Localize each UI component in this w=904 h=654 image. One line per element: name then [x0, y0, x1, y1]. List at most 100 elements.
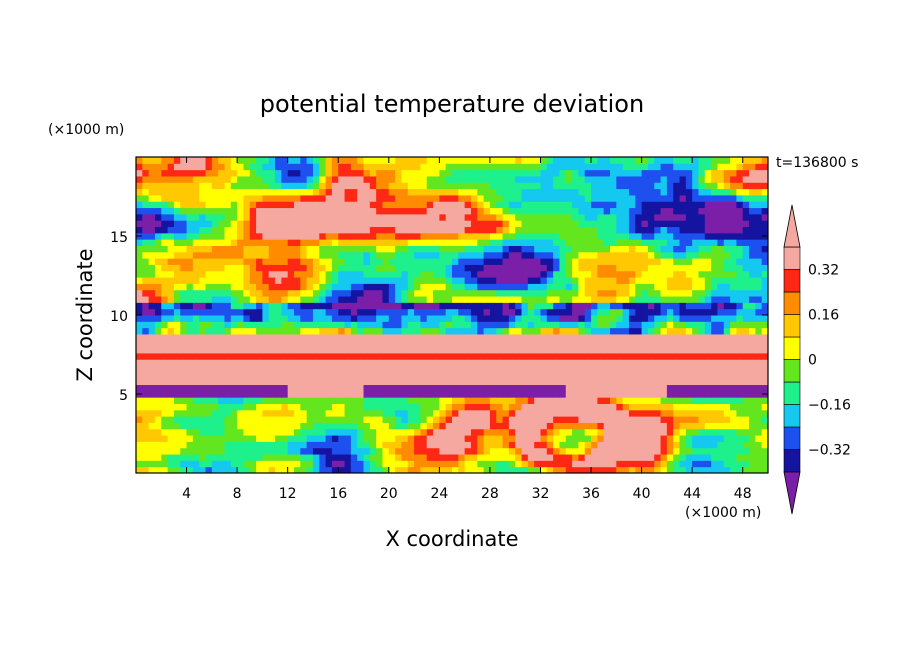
heatmap-cell	[502, 194, 510, 202]
heatmap-cell	[180, 390, 188, 398]
heatmap-cell	[622, 333, 630, 341]
heatmap-cell	[679, 239, 687, 246]
heatmap-cell	[502, 226, 510, 234]
heatmap-cell	[230, 409, 238, 417]
heatmap-cell	[553, 315, 560, 322]
heatmap-cell	[464, 441, 472, 449]
heatmap-cell	[692, 346, 699, 354]
heatmap-cell	[458, 454, 466, 461]
heatmap-cell	[597, 321, 605, 329]
heatmap-cell	[439, 352, 447, 360]
heatmap-cell	[142, 169, 150, 177]
heatmap-cell	[218, 397, 225, 404]
heatmap-cell	[300, 302, 308, 310]
heatmap-cell	[414, 264, 421, 272]
heatmap-cell	[369, 403, 377, 411]
heatmap-cell	[666, 315, 674, 322]
heatmap-cell	[275, 302, 282, 310]
heatmap-cell	[464, 333, 472, 341]
heatmap-cell	[452, 346, 459, 354]
heatmap-cell	[350, 416, 358, 423]
heatmap-cell	[363, 296, 371, 303]
heatmap-cell	[294, 239, 301, 246]
heatmap-cell	[294, 378, 301, 386]
heatmap-cell	[433, 378, 440, 386]
heatmap-cell	[230, 397, 238, 404]
heatmap-cell	[711, 232, 718, 240]
heatmap-cell	[300, 213, 308, 221]
heatmap-cell	[275, 283, 282, 291]
heatmap-cell	[445, 163, 453, 171]
heatmap-cell	[635, 251, 643, 259]
heatmap-cell	[749, 169, 756, 177]
heatmap-cell	[534, 397, 541, 404]
heatmap-cell	[704, 315, 712, 322]
heatmap-cell	[376, 422, 383, 430]
heatmap-cell	[154, 201, 162, 209]
heatmap-cell	[723, 188, 731, 196]
heatmap-cell	[527, 315, 535, 322]
heatmap-cell	[679, 315, 687, 322]
heatmap-cell	[344, 384, 352, 392]
heatmap-cell	[628, 352, 636, 360]
heatmap-cell	[628, 466, 636, 473]
heatmap-cell	[692, 232, 699, 240]
heatmap-cell	[414, 441, 421, 449]
heatmap-cell	[723, 277, 731, 284]
heatmap-cell	[610, 245, 617, 253]
heatmap-cell	[742, 188, 750, 196]
heatmap-cell	[407, 315, 415, 322]
heatmap-cell	[508, 409, 516, 417]
heatmap-cell	[584, 213, 592, 221]
heatmap-cell	[180, 157, 188, 164]
heatmap-cell	[723, 157, 731, 164]
heatmap-cell	[749, 283, 756, 291]
heatmap-cell	[616, 245, 624, 253]
heatmap-cell	[136, 315, 143, 322]
heatmap-cell	[192, 333, 200, 341]
heatmap-cell	[300, 384, 308, 392]
heatmap-cell	[148, 346, 156, 354]
heatmap-cell	[376, 157, 383, 164]
heatmap-cell	[382, 378, 390, 386]
heatmap-cell	[641, 441, 649, 449]
heatmap-cell	[584, 321, 592, 329]
heatmap-cell	[685, 157, 693, 164]
heatmap-cell	[502, 416, 510, 423]
heatmap-cell	[452, 283, 459, 291]
heatmap-cell	[591, 201, 598, 209]
heatmap-cell	[496, 447, 504, 455]
heatmap-cell	[755, 302, 763, 310]
heatmap-cell	[388, 378, 396, 386]
heatmap-cell	[515, 258, 523, 265]
heatmap-cell	[591, 359, 598, 367]
heatmap-cell	[647, 416, 655, 423]
heatmap-cell	[527, 435, 535, 442]
heatmap-cell	[249, 296, 257, 303]
heatmap-cell	[388, 163, 396, 171]
heatmap-cell	[154, 359, 162, 367]
heatmap-cell	[723, 201, 731, 209]
heatmap-cell	[464, 245, 472, 253]
heatmap-cell	[584, 157, 592, 164]
heatmap-cell	[186, 270, 194, 278]
heatmap-cell	[344, 422, 352, 430]
heatmap-cell	[508, 428, 516, 436]
heatmap-cell	[319, 226, 327, 234]
heatmap-cell	[237, 441, 244, 449]
heatmap-cell	[414, 409, 421, 417]
heatmap-cell	[268, 302, 276, 310]
heatmap-cell	[470, 232, 478, 240]
heatmap-cell	[414, 220, 421, 228]
heatmap-cell	[546, 270, 554, 278]
heatmap-cell	[717, 175, 725, 183]
heatmap-cell	[186, 194, 194, 202]
heatmap-cell	[616, 403, 624, 411]
heatmap-cell	[331, 175, 339, 183]
heatmap-cell	[635, 188, 643, 196]
heatmap-cell	[281, 188, 289, 196]
heatmap-cell	[161, 441, 169, 449]
heatmap-cell	[218, 296, 225, 303]
heatmap-cell	[173, 390, 181, 398]
heatmap-cell	[464, 308, 472, 316]
